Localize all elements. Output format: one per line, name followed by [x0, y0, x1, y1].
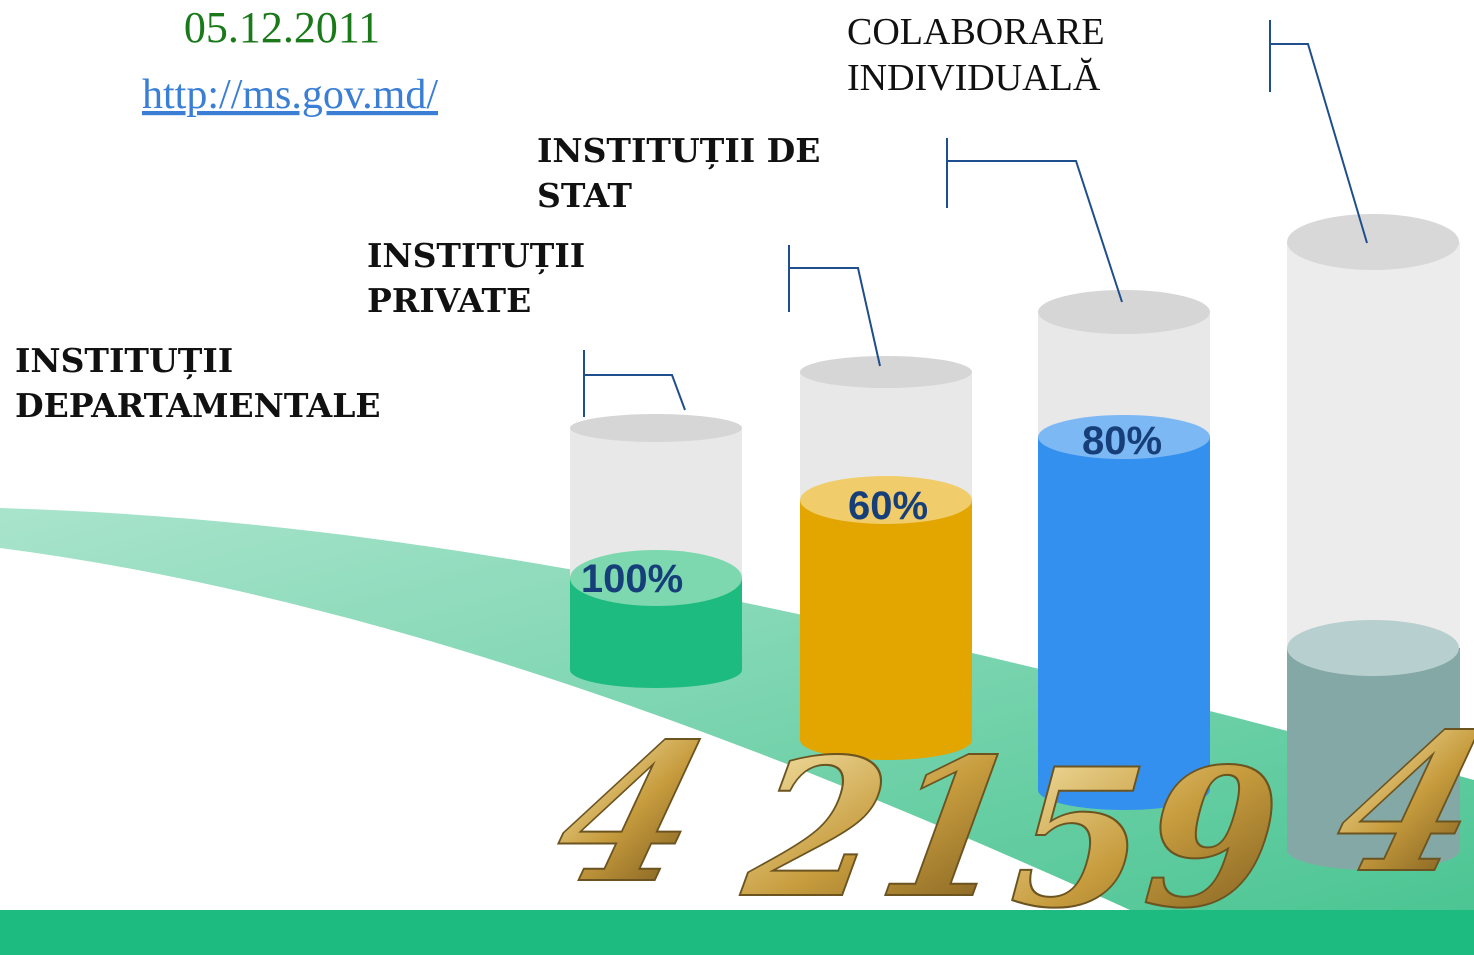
label-line: STAT: [537, 176, 632, 215]
column-label: INSTITUȚII PRIVATE: [367, 236, 597, 320]
connector: [788, 245, 881, 367]
label-line: INSTITUȚII DE: [537, 131, 820, 170]
percent-label: 60%: [848, 484, 928, 528]
connector: [946, 138, 1123, 303]
column-label: COLABORARE INDIVIDUALĂ: [847, 11, 1114, 99]
label-line: INDIVIDUALĂ: [847, 57, 1101, 99]
cylinder: [1287, 214, 1460, 871]
connector: [1269, 20, 1368, 244]
label-line: COLABORARE: [847, 11, 1105, 53]
label-line: PRIVATE: [367, 281, 531, 320]
percent-label: 80%: [1082, 419, 1162, 463]
count: 59: [983, 726, 1307, 950]
connector: [583, 350, 686, 417]
cylinder: [1038, 290, 1210, 810]
label-line: DEPARTAMENTALE: [15, 386, 381, 425]
label-line: INSTITUȚII: [367, 236, 585, 275]
cylinder: [800, 356, 972, 760]
cylinder: [570, 414, 742, 688]
label-line: INSTITUȚII: [15, 341, 233, 380]
percent-label: 100%: [581, 557, 683, 601]
date: 05.12.2011: [184, 3, 380, 52]
count: 4: [512, 702, 748, 925]
column-label: INSTITUȚII DE STAT: [537, 131, 832, 215]
column-label: INSTITUȚII DEPARTAMENTALE: [15, 341, 381, 425]
link[interactable]: http://ms.gov.md/: [142, 72, 438, 118]
bottom-bar: [0, 910, 1474, 955]
